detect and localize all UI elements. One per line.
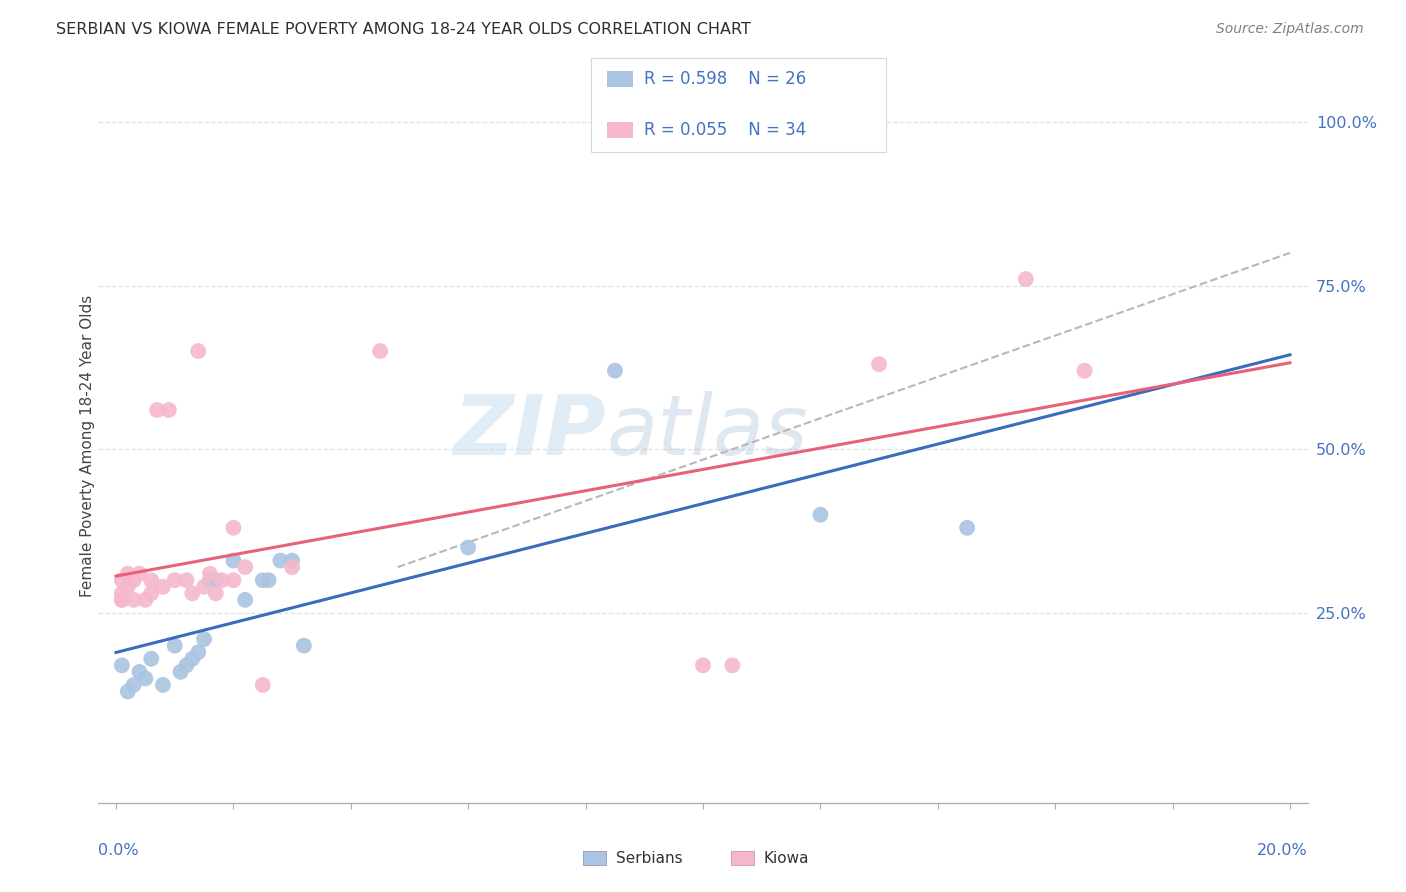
Point	[187, 645, 209, 659]
Point	[117, 566, 139, 581]
Point	[269, 553, 291, 567]
Point	[281, 560, 304, 574]
Point	[157, 403, 180, 417]
Point	[457, 541, 479, 555]
Point	[117, 580, 139, 594]
Point	[181, 586, 204, 600]
Text: R = 0.598    N = 26: R = 0.598 N = 26	[644, 70, 806, 88]
Point	[111, 658, 134, 673]
Point	[122, 592, 145, 607]
Text: Serbians: Serbians	[616, 851, 682, 865]
Point	[163, 573, 186, 587]
Point	[111, 586, 134, 600]
Point	[111, 573, 134, 587]
Point	[193, 632, 215, 647]
Point	[117, 684, 139, 698]
Point	[122, 573, 145, 587]
Point	[146, 403, 169, 417]
Point	[368, 344, 391, 359]
Point	[257, 573, 280, 587]
Point	[721, 658, 744, 673]
Point	[1073, 364, 1095, 378]
Point	[176, 573, 198, 587]
Point	[222, 573, 245, 587]
Point	[163, 639, 186, 653]
Point	[222, 521, 245, 535]
Text: 0.0%: 0.0%	[98, 843, 139, 858]
Point	[222, 553, 245, 567]
Text: atlas: atlas	[606, 392, 808, 472]
Point	[198, 573, 221, 587]
Point	[692, 658, 714, 673]
Point	[141, 652, 163, 666]
Point	[134, 672, 156, 686]
Text: 20.0%: 20.0%	[1257, 843, 1308, 858]
Text: SERBIAN VS KIOWA FEMALE POVERTY AMONG 18-24 YEAR OLDS CORRELATION CHART: SERBIAN VS KIOWA FEMALE POVERTY AMONG 18…	[56, 22, 751, 37]
Point	[128, 566, 150, 581]
Point	[187, 344, 209, 359]
Point	[111, 592, 134, 607]
Text: R = 0.055    N = 34: R = 0.055 N = 34	[644, 121, 806, 139]
Point	[956, 521, 979, 535]
Point	[128, 665, 150, 679]
Point	[233, 560, 256, 574]
Text: Kiowa: Kiowa	[763, 851, 808, 865]
Point	[111, 592, 134, 607]
Point	[868, 357, 890, 371]
Point	[152, 580, 174, 594]
Text: ZIP: ZIP	[454, 392, 606, 472]
Point	[134, 592, 156, 607]
Point	[204, 573, 226, 587]
Point	[233, 592, 256, 607]
Point	[211, 573, 233, 587]
Point	[252, 678, 274, 692]
Point	[141, 586, 163, 600]
Point	[252, 573, 274, 587]
Point	[141, 573, 163, 587]
Point	[198, 566, 221, 581]
Point	[204, 586, 226, 600]
Point	[808, 508, 831, 522]
Point	[122, 678, 145, 692]
Text: Source: ZipAtlas.com: Source: ZipAtlas.com	[1216, 22, 1364, 37]
Point	[152, 678, 174, 692]
Point	[281, 553, 304, 567]
Point	[176, 658, 198, 673]
Point	[169, 665, 191, 679]
Point	[603, 364, 626, 378]
Point	[193, 580, 215, 594]
Point	[292, 639, 315, 653]
Point	[1015, 272, 1038, 286]
Point	[181, 652, 204, 666]
Y-axis label: Female Poverty Among 18-24 Year Olds: Female Poverty Among 18-24 Year Olds	[80, 295, 94, 597]
